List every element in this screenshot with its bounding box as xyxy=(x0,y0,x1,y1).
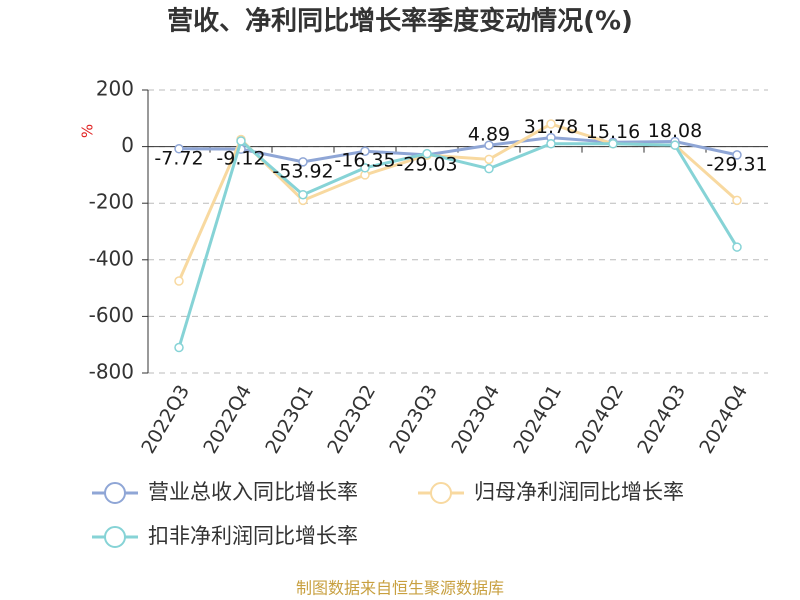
x-tick-label: 2024Q3 xyxy=(633,381,690,457)
point xyxy=(484,163,494,174)
data-label: -9.12 xyxy=(216,148,265,170)
data-label: -16.35 xyxy=(334,150,395,172)
x-tick-label: 2023Q2 xyxy=(323,381,380,457)
point xyxy=(484,140,494,150)
point xyxy=(732,195,742,206)
point xyxy=(236,136,246,146)
y-tick-label: -600 xyxy=(89,303,134,327)
point xyxy=(546,139,556,149)
data-label: -29.31 xyxy=(706,153,767,175)
point xyxy=(298,189,308,200)
y-tick-label: -800 xyxy=(89,360,134,384)
legend-label: 归母净利润同比增长率 xyxy=(474,480,684,504)
point xyxy=(298,157,308,167)
series-line xyxy=(177,138,739,348)
point xyxy=(484,154,494,165)
y-tick-label: 200 xyxy=(96,77,134,101)
y-tick-label: -200 xyxy=(89,190,134,214)
x-tick-label: 2022Q3 xyxy=(137,381,194,457)
data-label: -29.03 xyxy=(396,153,457,175)
legend-label: 扣非净利润同比增长率 xyxy=(148,524,358,548)
data-label: 4.89 xyxy=(468,124,510,146)
legend-marker xyxy=(104,482,126,504)
legend-label: 营业总收入同比增长率 xyxy=(148,480,358,504)
x-tick-label: 2023Q1 xyxy=(261,381,318,457)
x-tick-label: 2024Q1 xyxy=(509,381,566,457)
data-label: 18.08 xyxy=(648,120,702,142)
chart-title: 营收、净利同比增长率季度变动情况(%) xyxy=(167,6,633,37)
point xyxy=(546,119,556,129)
point xyxy=(422,148,432,159)
point xyxy=(670,140,680,150)
data-label: -53.92 xyxy=(272,160,333,182)
point xyxy=(360,163,370,173)
source-note: 制图数据来自恒生聚源数据库 xyxy=(296,579,504,598)
point xyxy=(732,242,742,252)
point xyxy=(732,150,742,160)
point xyxy=(174,342,184,353)
x-tick-label: 2023Q4 xyxy=(447,381,504,457)
point xyxy=(174,144,184,154)
y-tick-label: -400 xyxy=(89,246,134,270)
data-label: -7.72 xyxy=(154,147,203,169)
x-tick-label: 2022Q4 xyxy=(199,381,256,457)
legend-marker xyxy=(104,526,126,548)
point xyxy=(174,276,184,286)
point xyxy=(608,139,618,149)
x-tick-label: 2023Q3 xyxy=(385,381,442,457)
point xyxy=(360,146,370,156)
x-tick-label: 2024Q2 xyxy=(571,381,628,457)
y-axis-label: % xyxy=(79,124,97,138)
y-tick-label: 0 xyxy=(121,133,134,157)
data-label: 31.78 xyxy=(524,116,578,138)
legend-marker xyxy=(430,482,452,504)
x-tick-label: 2024Q4 xyxy=(695,381,752,457)
series-line xyxy=(178,136,738,164)
data-label: 15.16 xyxy=(586,121,640,143)
